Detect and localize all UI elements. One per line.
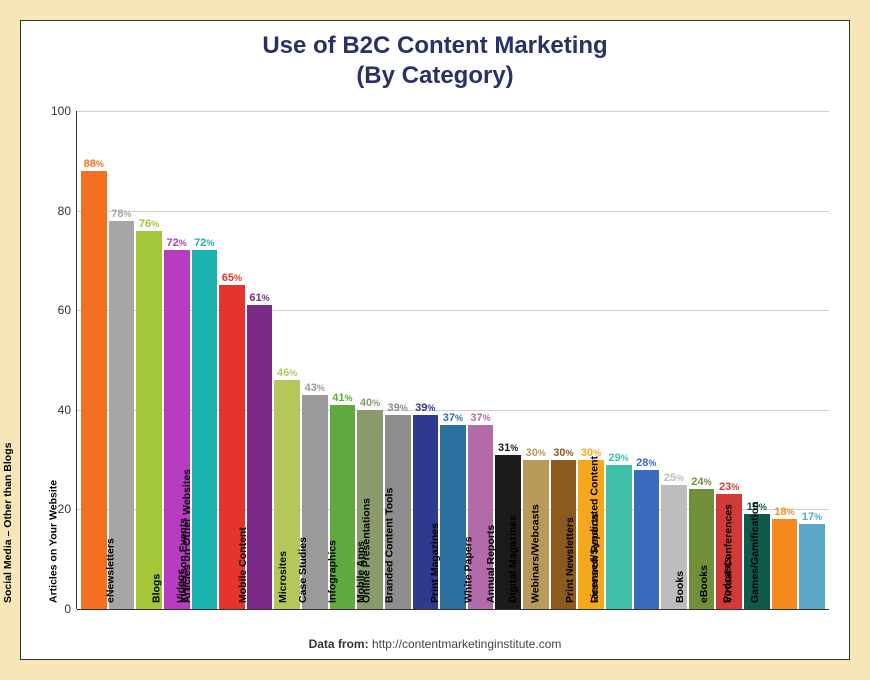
y-tick-label: 40 [41, 403, 71, 417]
chart-title: Use of B2C Content Marketing (By Categor… [21, 31, 849, 91]
bar-value-label: 23% [719, 481, 739, 494]
bar: 72%Videos [192, 111, 218, 609]
bar-value-label: 30% [553, 447, 573, 460]
bar: 24%Books [689, 111, 715, 609]
bar-value-label: 61% [249, 292, 269, 305]
bar: 78%Articles on Your Website [109, 111, 135, 609]
data-credit: Data from: http://contentmarketinginstit… [21, 637, 849, 651]
bar-rect: 72%Videos [192, 250, 218, 609]
bar: 29%Print Newsletters [606, 111, 632, 609]
y-tick-label: 0 [41, 602, 71, 616]
bar-value-label: 37% [443, 412, 463, 425]
bar-category-label: Branded Content Tools [383, 488, 395, 603]
bar-value-label: 25% [664, 472, 684, 485]
bar-value-label: 46% [277, 367, 297, 380]
bar-value-label: 39% [415, 402, 435, 415]
bar-value-label: 72% [167, 237, 187, 250]
bar-value-label: 29% [609, 452, 629, 465]
bar-rect: 88%Social Media – Other than Blogs [81, 171, 107, 609]
bar: 61%Articles on Other Websites [247, 111, 273, 609]
bar: 76%eNewsletters [136, 111, 162, 609]
y-tick-label: 100 [41, 104, 71, 118]
bar: 25%Licensed/Syndicated Content [661, 111, 687, 609]
bar-value-label: 37% [470, 412, 490, 425]
bar-value-label: 24% [691, 476, 711, 489]
plot-area: 020406080100 88%Social Media – Other tha… [77, 111, 829, 609]
credit-lead: Data from: [309, 637, 369, 651]
bar: 41%Case Studies [330, 111, 356, 609]
bar-category-label: Print Newsletters [564, 517, 576, 603]
bar-category-label: Digital Magazines [507, 515, 519, 603]
chart-frame: Use of B2C Content Marketing (By Categor… [20, 20, 850, 660]
bar-category-label: eNewsletters [105, 538, 117, 603]
bar: 37%Branded Content Tools [440, 111, 466, 609]
bar: 88%Social Media – Other than Blogs [81, 111, 107, 609]
bar-value-label: 88% [84, 158, 104, 171]
y-tick-label: 80 [41, 204, 71, 218]
bar: 17%Games/Gamification [799, 111, 825, 609]
bar-category-label: Social Media – Other than Blogs [2, 443, 14, 603]
y-tick-label: 60 [41, 303, 71, 317]
bar-rect: 18%Virtual Conferences [772, 519, 798, 609]
bars-container: 88%Social Media – Other than Blogs78%Art… [77, 111, 829, 609]
bar-category-label: eBooks [698, 565, 710, 603]
bar-category-label: Mobile Content [237, 527, 249, 603]
bar-value-label: 76% [139, 218, 159, 231]
bar-category-label: Licensed/Syndicated Content [588, 456, 600, 603]
bar: 46%Mobile Content [274, 111, 300, 609]
bar-category-label: Print Magazines [429, 523, 441, 603]
bar-category-label: Microsites [277, 551, 289, 603]
bar: 43%Microsites [302, 111, 328, 609]
bar-category-label: Webinars/Webcasts [530, 504, 542, 603]
bar-category-label: Infographics [327, 540, 339, 603]
bar-rect: 17%Games/Gamification [799, 524, 825, 609]
bar-rect: 61%Articles on Other Websites [247, 305, 273, 609]
bar-category-label: Books [674, 571, 686, 603]
bar-value-label: 30% [526, 447, 546, 460]
bar-category-label: Virtual Conferences [723, 504, 735, 603]
bar-value-label: 18% [774, 506, 794, 519]
credit-url: http://contentmarketinginstitute.com [372, 637, 561, 651]
bar-category-label: Articles on Other Websites [181, 469, 193, 603]
chart-title-line1: Use of B2C Content Marketing [262, 32, 607, 59]
bar-value-label: 40% [360, 397, 380, 410]
bar-rect: 76%eNewsletters [136, 231, 162, 609]
bar-category-label: Blogs [150, 574, 162, 603]
chart-title-line2: (By Category) [356, 62, 513, 89]
grid-line [77, 609, 829, 610]
bar-category-label: Online Presentations [361, 498, 373, 603]
bar-rect: 28%Research Reports [634, 470, 660, 609]
bar-category-label: Articles on Your Website [48, 480, 60, 603]
bar-value-label: 43% [305, 382, 325, 395]
bar: 18%Virtual Conferences [772, 111, 798, 609]
bar-value-label: 78% [111, 208, 131, 221]
bar-value-label: 17% [802, 511, 822, 524]
bar-category-label: White Papers [463, 536, 475, 603]
bar-value-label: 28% [636, 457, 656, 470]
bar-category-label: Annual Reports [485, 525, 497, 603]
bar-value-label: 39% [388, 402, 408, 415]
bar-value-label: 72% [194, 237, 214, 250]
bar-value-label: 65% [222, 272, 242, 285]
bar-category-label: Case Studies [297, 537, 309, 603]
bar-value-label: 31% [498, 442, 518, 455]
bar: 28%Research Reports [634, 111, 660, 609]
bar-rect: 29%Print Newsletters [606, 465, 632, 609]
bar-category-label: Games/Gamification [749, 501, 761, 603]
bar-value-label: 41% [332, 392, 352, 405]
